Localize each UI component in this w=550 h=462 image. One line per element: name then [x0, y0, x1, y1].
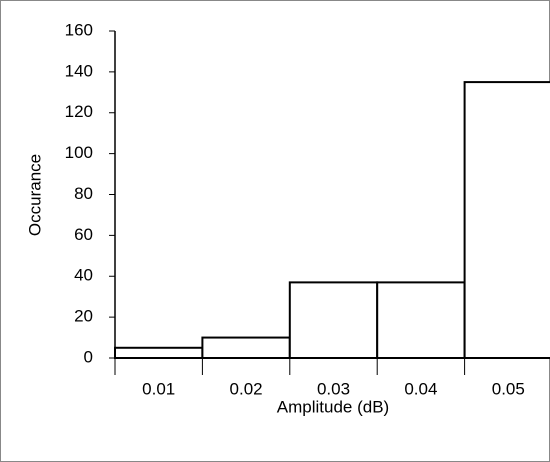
y-tick-label: 120	[65, 102, 93, 121]
x-tick-label: 0.04	[404, 379, 437, 398]
bar	[114, 346, 204, 359]
bar	[201, 336, 291, 359]
y-axis-title: Occurance	[25, 154, 44, 236]
x-tick-label: 0.01	[142, 379, 175, 398]
bar	[376, 281, 466, 360]
y-tick-label: 20	[74, 307, 93, 326]
y-tick-label: 140	[65, 61, 93, 80]
y-tick-label: 40	[74, 266, 93, 285]
y-tick-label: 160	[65, 20, 93, 39]
y-tick-label: 80	[74, 184, 93, 203]
x-tick-label: 0.05	[492, 379, 525, 398]
y-tick-label: 100	[65, 143, 93, 162]
x-axis-title: Amplitude (dB)	[277, 397, 389, 416]
x-tick-label: 0.03	[317, 379, 350, 398]
bar	[288, 281, 379, 360]
x-tick-label: 0.02	[230, 379, 263, 398]
bar	[463, 81, 550, 359]
y-tick-label: 60	[74, 225, 93, 244]
y-tick-label: 0	[84, 347, 93, 366]
